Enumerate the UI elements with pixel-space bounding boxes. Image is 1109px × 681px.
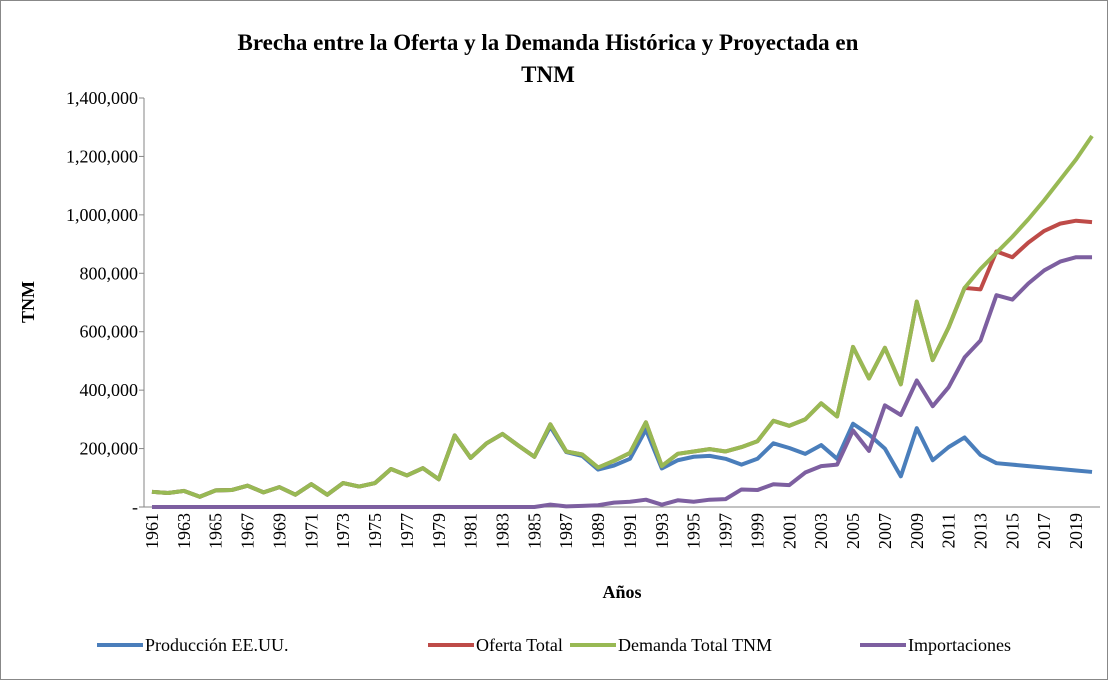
x-tick-label: 1991 — [620, 513, 640, 549]
legend-label: Importaciones — [908, 635, 1011, 655]
x-tick-label: 1965 — [206, 513, 226, 549]
legend-label: Producción EE.UU. — [145, 635, 288, 655]
x-tick-label: 1961 — [142, 513, 162, 549]
series-line — [151, 255, 1093, 509]
x-tick-label: 2019 — [1066, 513, 1086, 549]
x-tick-label: 2015 — [1002, 513, 1022, 549]
x-tick-label: 1963 — [174, 513, 194, 549]
x-tick-label: 1979 — [429, 513, 449, 549]
x-tick-label: 1995 — [684, 513, 704, 549]
x-tick-label: 2017 — [1034, 513, 1054, 549]
x-tick-label: 1971 — [301, 513, 321, 549]
x-tick-label: 1977 — [397, 513, 417, 549]
y-tick-label: 600,000 — [80, 322, 139, 342]
y-axis-title: TNM — [18, 281, 38, 323]
x-tick-label: 2001 — [779, 513, 799, 549]
y-tick-label: 800,000 — [80, 263, 139, 283]
legend-label: Oferta Total — [476, 635, 563, 655]
y-tick-label: 1,000,000 — [66, 205, 138, 225]
x-tick-label: 1981 — [461, 513, 481, 549]
chart-title: TNM — [521, 62, 575, 87]
y-tick-label: 400,000 — [80, 380, 139, 400]
x-tick-label: 2005 — [843, 513, 863, 549]
x-tick-label: 1997 — [716, 513, 736, 549]
x-tick-label: 1993 — [652, 513, 672, 549]
x-tick-label: 1975 — [365, 513, 385, 549]
x-tick-label: 1983 — [493, 513, 513, 549]
x-tick-label: 1999 — [747, 513, 767, 549]
x-tick-label: 2007 — [875, 513, 895, 549]
x-tick-label: 1985 — [524, 513, 544, 549]
chart-title: Brecha entre la Oferta y la Demanda Hist… — [238, 30, 859, 55]
x-tick-label: 1973 — [333, 513, 353, 549]
x-tick-label: 1967 — [238, 513, 258, 549]
y-tick-label: 1,200,000 — [66, 146, 138, 166]
x-tick-label: 1969 — [269, 513, 289, 549]
x-tick-label: 2013 — [971, 513, 991, 549]
x-tick-label: 2009 — [907, 513, 927, 549]
y-tick-label: 1,400,000 — [66, 88, 138, 108]
x-axis-title: Años — [602, 582, 641, 602]
legend-label: Demanda Total TNM — [618, 635, 772, 655]
x-tick-label: 1989 — [588, 513, 608, 549]
x-tick-label: 1987 — [556, 513, 576, 549]
x-tick-label: 2003 — [811, 513, 831, 549]
series-line — [151, 134, 1094, 499]
x-tick-label: 2011 — [939, 513, 959, 548]
y-tick-label: - — [132, 497, 138, 517]
y-tick-label: 200,000 — [80, 439, 139, 459]
